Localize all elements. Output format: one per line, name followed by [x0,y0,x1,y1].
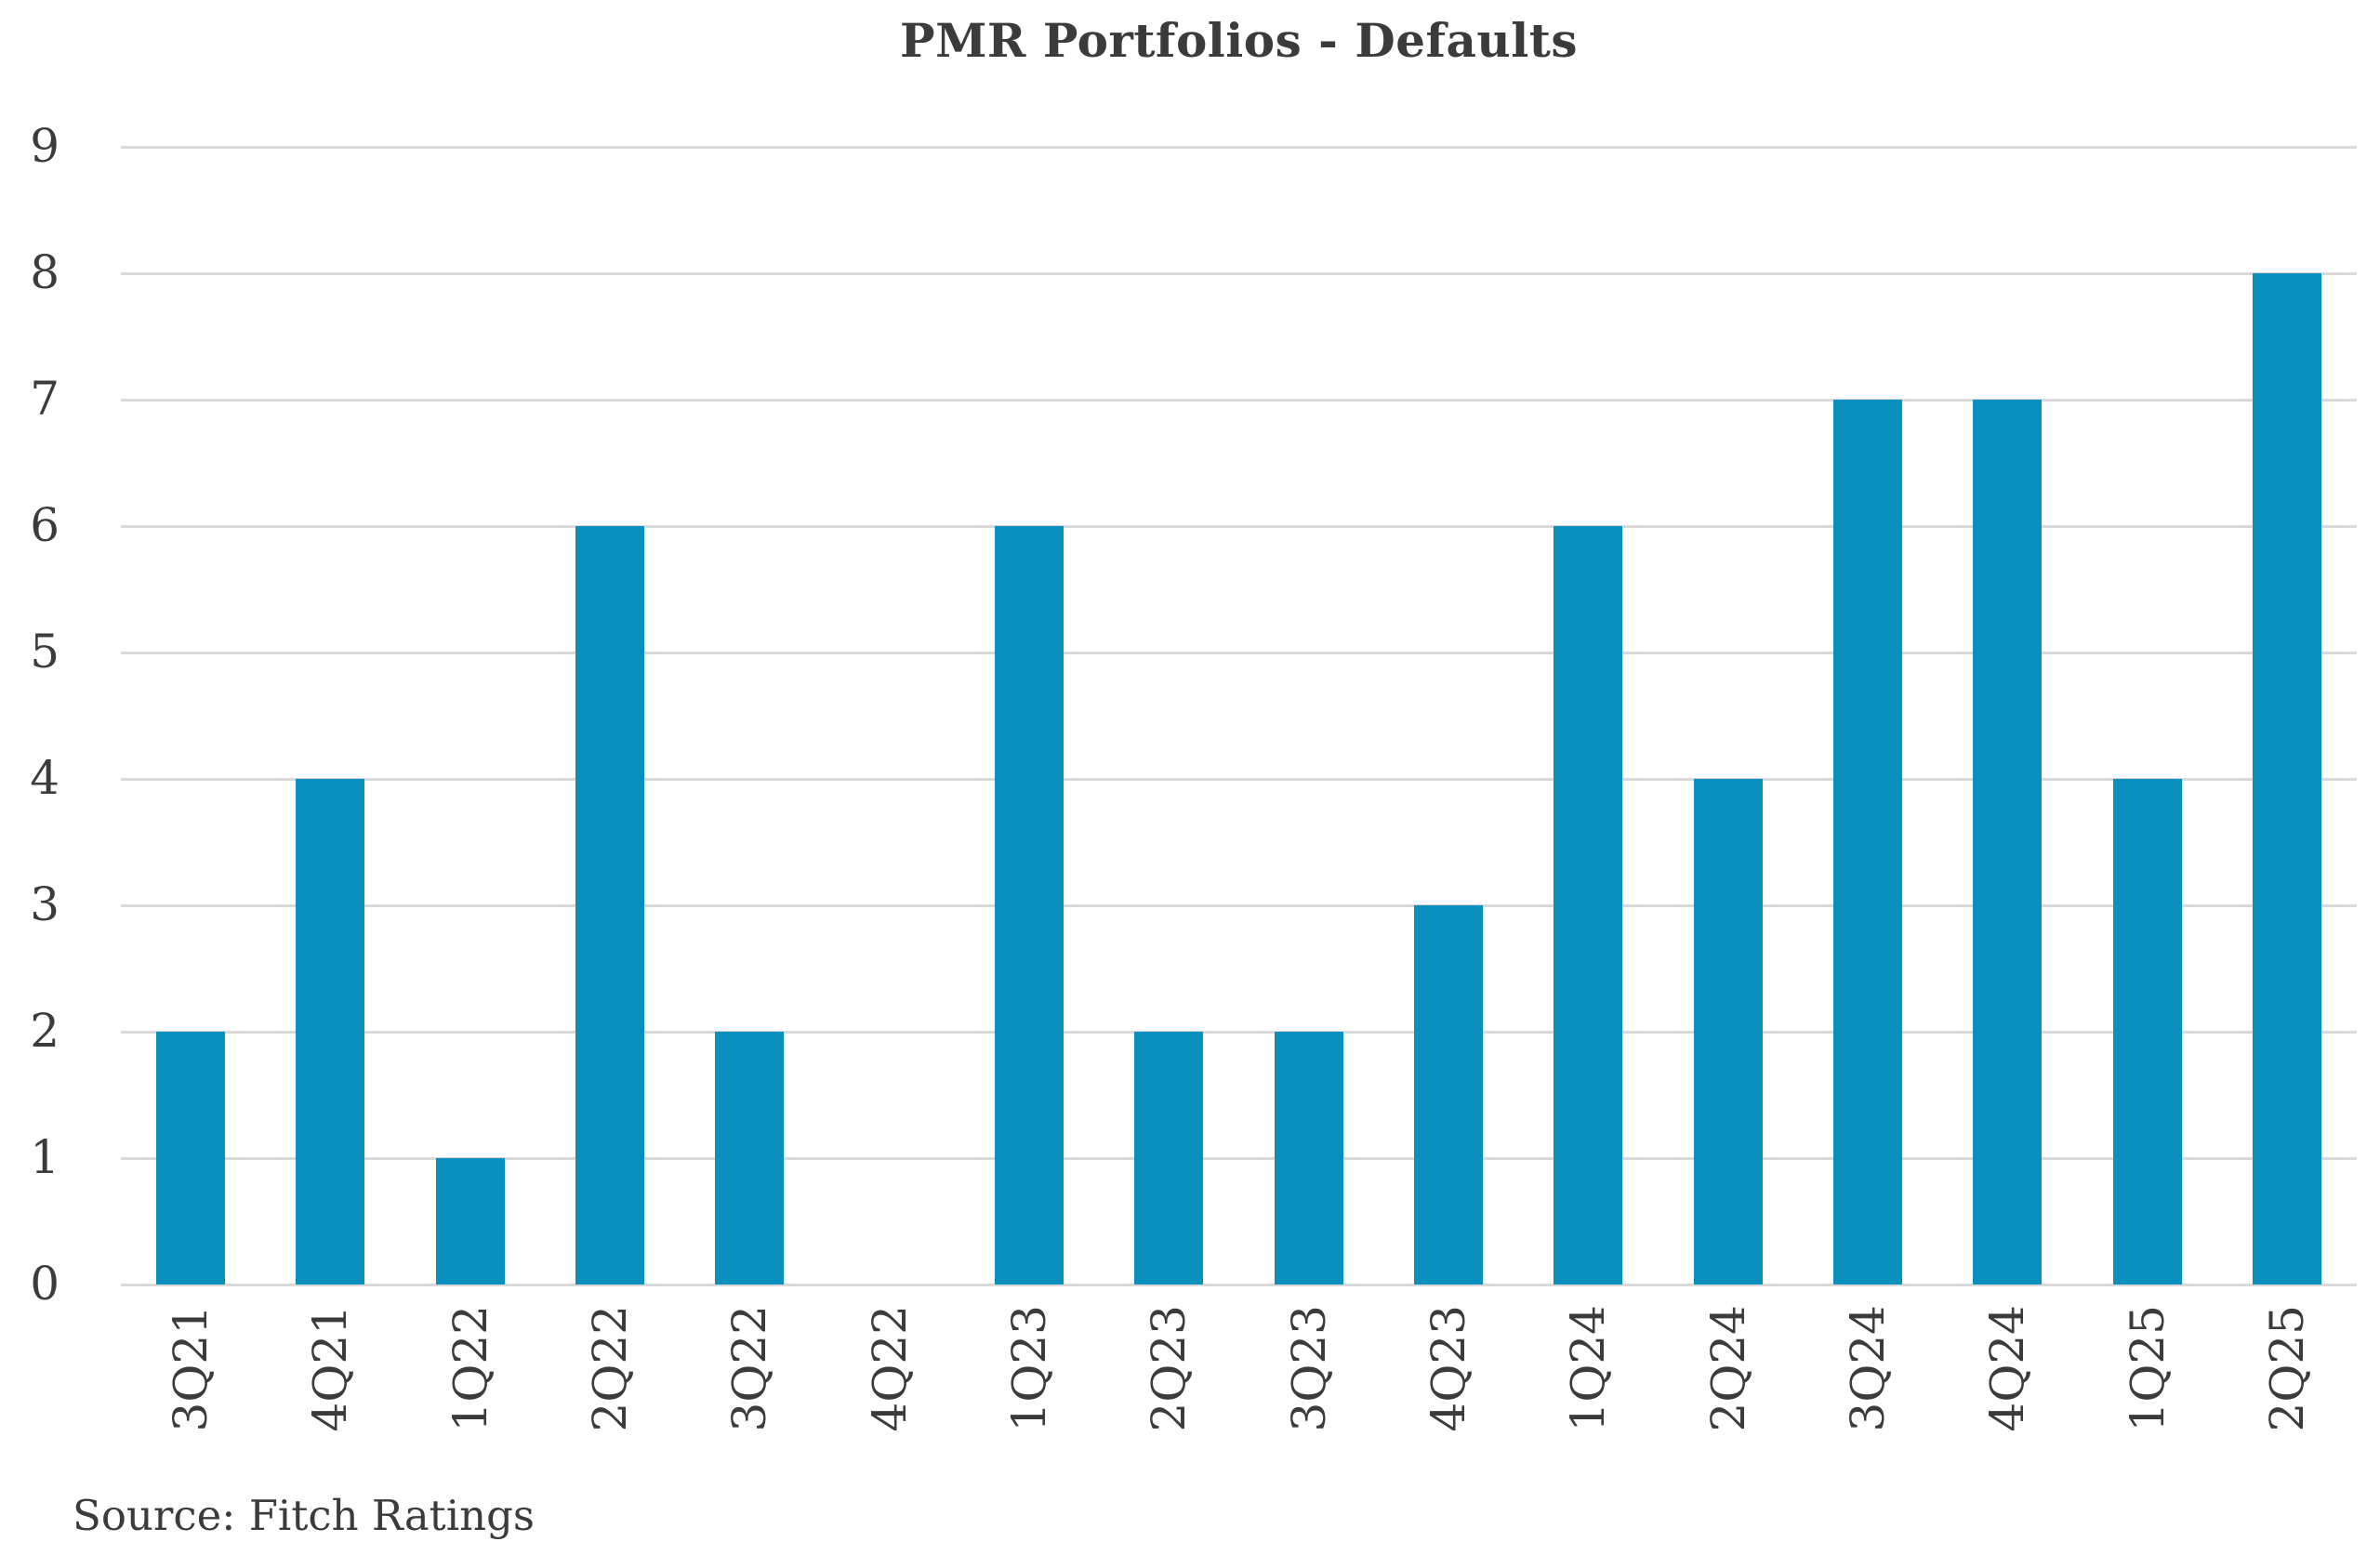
x-tick-cell-2Q23: 2Q23 [1099,1305,1238,1500]
x-tick-cell-3Q23: 3Q23 [1239,1305,1379,1500]
x-tick-label-4Q24: 4Q24 [1980,1305,2035,1432]
bar-3Q23 [1274,1032,1343,1285]
y-tick-label-9: 9 [30,119,60,173]
x-tick-label-2Q24: 2Q24 [1700,1305,1755,1432]
gridline-4 [121,777,2357,781]
bar-1Q25 [2112,779,2182,1285]
gridline-3 [121,903,2357,907]
y-tick-label-0: 0 [30,1257,60,1311]
x-tick-label-3Q22: 3Q22 [722,1305,777,1432]
bar-3Q24 [1832,400,1902,1285]
y-tick-label-4: 4 [30,751,60,805]
bar-4Q23 [1413,905,1483,1285]
bar-3Q22 [715,1032,785,1285]
chart-title: PMR Portfolios - Defaults [899,13,1579,68]
x-tick-cell-4Q23: 4Q23 [1379,1305,1518,1500]
gridline-2 [121,1030,2357,1034]
bar-1Q22 [435,1158,505,1285]
y-tick-label-2: 2 [30,1004,60,1058]
gridline-8 [121,271,2357,275]
y-tick-label-1: 1 [30,1130,60,1184]
x-tick-label-3Q23: 3Q23 [1281,1305,1336,1432]
gridline-6 [121,524,2357,528]
gridline-1 [121,1156,2357,1160]
bar-2Q24 [1693,779,1763,1285]
x-tick-cell-2Q22: 2Q22 [540,1305,680,1500]
x-tick-cell-1Q25: 1Q25 [2077,1305,2216,1500]
x-tick-label-1Q24: 1Q24 [1561,1305,1616,1432]
x-tick-cell-2Q24: 2Q24 [1658,1305,1797,1500]
x-tick-cell-2Q25: 2Q25 [2217,1305,2357,1500]
plot-area [121,145,2357,1286]
bar-4Q24 [1973,400,2043,1285]
y-tick-label-3: 3 [30,877,60,931]
bar-1Q23 [995,526,1064,1285]
x-tick-cell-1Q24: 1Q24 [1518,1305,1658,1500]
x-tick-label-2Q23: 2Q23 [1142,1305,1197,1432]
x-tick-label-4Q21: 4Q21 [303,1305,358,1432]
x-tick-cell-1Q23: 1Q23 [959,1305,1099,1500]
bar-3Q21 [156,1032,226,1285]
x-tick-cell-1Q22: 1Q22 [401,1305,540,1500]
bar-4Q21 [296,779,365,1285]
x-tick-label-1Q22: 1Q22 [443,1305,497,1432]
x-tick-cell-4Q22: 4Q22 [820,1305,959,1500]
bar-2Q22 [575,526,645,1285]
x-tick-label-4Q23: 4Q23 [1421,1305,1475,1432]
x-tick-cell-4Q24: 4Q24 [1937,1305,2077,1500]
x-tick-label-3Q21: 3Q21 [164,1305,218,1432]
bar-2Q25 [2252,273,2321,1285]
gridline-7 [121,398,2357,402]
source-note: Source: Fitch Ratings [73,1491,535,1540]
x-tick-label-1Q25: 1Q25 [2120,1305,2175,1432]
y-tick-label-6: 6 [30,498,60,552]
bar-2Q23 [1134,1032,1204,1285]
bar-1Q24 [1554,526,1623,1285]
x-tick-label-1Q23: 1Q23 [1002,1305,1057,1432]
gridline-9 [121,145,2357,149]
x-tick-cell-3Q22: 3Q22 [680,1305,819,1500]
x-tick-cell-4Q21: 4Q21 [260,1305,400,1500]
x-axis-labels: 3Q21 4Q21 1Q22 2Q22 3Q22 4Q22 1Q23 2Q23 3Q23 4Q23… [121,1305,2357,1500]
gridline-5 [121,651,2357,654]
x-tick-cell-3Q24: 3Q24 [1798,1305,1937,1500]
x-tick-label-2Q22: 2Q22 [583,1305,638,1432]
y-tick-label-7: 7 [30,372,60,426]
x-tick-cell-3Q21: 3Q21 [121,1305,260,1500]
y-tick-label-5: 5 [30,625,60,679]
x-tick-label-3Q24: 3Q24 [1840,1305,1895,1432]
x-tick-label-4Q22: 4Q22 [862,1305,917,1432]
y-tick-label-8: 8 [30,245,60,299]
x-tick-label-2Q25: 2Q25 [2259,1305,2314,1432]
gridline-0 [121,1283,2357,1286]
